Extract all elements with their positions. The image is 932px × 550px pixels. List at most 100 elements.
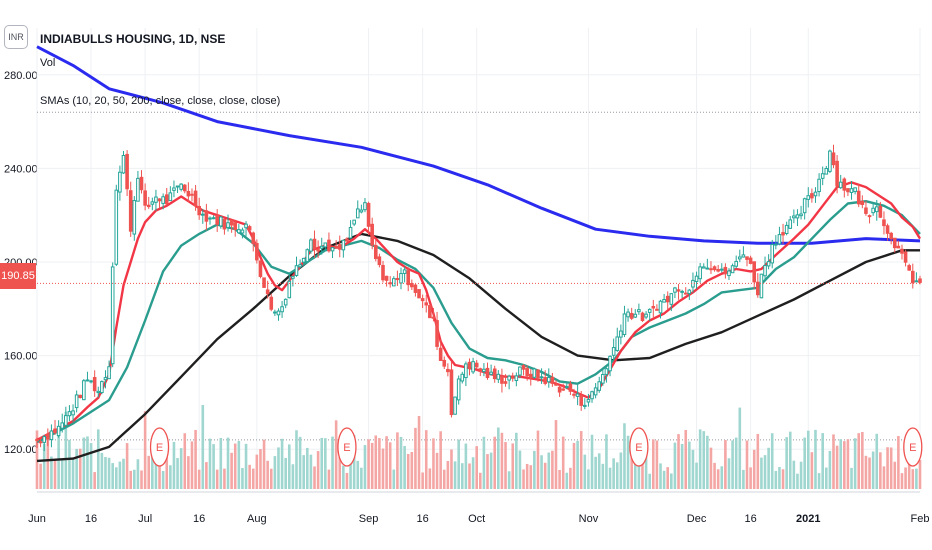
candle-body — [568, 383, 573, 392]
candle-body — [219, 216, 223, 227]
candle-body — [323, 242, 328, 248]
volume-bar — [388, 442, 392, 489]
candle-body — [154, 196, 158, 203]
candle-body — [157, 198, 162, 202]
earnings-marker-label: E — [156, 442, 163, 454]
volume-bar — [536, 430, 540, 489]
volume-bar — [695, 462, 698, 489]
sma-indicator-label[interactable]: SMAs (10, 20, 50, 200, close, close, clo… — [40, 95, 281, 107]
candle-body — [896, 245, 901, 249]
volume-bar — [489, 452, 493, 489]
volume-bar — [680, 443, 684, 489]
volume-bar — [749, 467, 752, 489]
volume-bar — [601, 463, 605, 489]
volume-bar — [673, 442, 677, 489]
volume-bar — [428, 468, 432, 489]
volume-bar — [583, 454, 587, 489]
candle-body — [168, 192, 173, 202]
x-tick-label: Jul — [138, 513, 152, 525]
volume-bar — [832, 434, 835, 489]
candle-body — [352, 219, 356, 225]
x-tick-label: Aug — [247, 513, 267, 525]
volume-bar — [302, 455, 305, 489]
candle-body — [788, 219, 793, 229]
candle-body — [49, 430, 54, 441]
candle-body — [82, 380, 86, 401]
volume-bar — [846, 439, 850, 489]
candle-body — [215, 215, 220, 225]
candle-body — [200, 213, 205, 216]
volume-bar — [655, 440, 659, 489]
volume-bar — [561, 436, 565, 489]
volume-bar — [280, 438, 284, 489]
volume-bar — [572, 442, 576, 489]
candle-body — [838, 181, 843, 189]
volume-bar — [879, 452, 882, 489]
candle-body — [265, 289, 270, 295]
candle-body — [114, 189, 119, 265]
candle-body — [680, 290, 684, 293]
x-tick-label: 16 — [85, 513, 97, 525]
candle-body — [74, 394, 79, 409]
volume-bar — [763, 455, 767, 489]
candle-body — [179, 183, 183, 190]
volume-bar — [608, 467, 612, 489]
volume-bar — [68, 439, 71, 489]
volume-bar — [543, 462, 547, 489]
volume-bar — [897, 436, 900, 489]
volume-bar — [421, 472, 424, 489]
candle-body — [453, 396, 457, 415]
candle-body — [373, 244, 378, 259]
volume-bar — [320, 437, 324, 489]
candle-body — [737, 256, 742, 260]
candle-body — [424, 302, 429, 306]
candle-body — [770, 244, 775, 264]
volume-bar — [298, 436, 302, 489]
volume-bar — [269, 468, 273, 489]
volume-bar — [468, 463, 471, 489]
candle-body — [586, 399, 591, 403]
volume-bar — [114, 467, 118, 489]
volume-bar — [799, 461, 803, 489]
volume-bar — [183, 433, 187, 489]
candle-body — [60, 422, 65, 429]
volume-bar — [201, 405, 205, 489]
volume-bar — [349, 447, 352, 489]
candle-body — [619, 330, 623, 338]
candle-body — [910, 270, 915, 284]
volume-bar — [626, 435, 630, 489]
volume-bar — [424, 430, 428, 489]
candle-body — [410, 283, 414, 288]
candle-body — [38, 441, 43, 444]
candle-body — [871, 207, 875, 214]
candle-body — [655, 308, 659, 311]
candle-body — [420, 298, 425, 302]
candle-body — [885, 225, 890, 234]
volume-bar — [875, 433, 879, 489]
currency-badge[interactable]: INR — [4, 25, 28, 49]
volume-bar — [342, 465, 345, 489]
volume-bar — [82, 437, 86, 489]
candle-body — [727, 270, 731, 277]
volume-bar — [89, 443, 93, 489]
candle-body — [565, 386, 569, 389]
candle-body — [842, 178, 847, 191]
volume-bar — [803, 437, 806, 489]
volume-bar — [219, 438, 223, 489]
candle-body — [849, 188, 854, 193]
volume-bar — [122, 458, 125, 489]
volume-bar — [309, 454, 313, 489]
volume-bar — [569, 467, 572, 489]
volume-bar — [118, 461, 122, 489]
candle-body — [716, 269, 720, 272]
candle-body — [402, 269, 407, 274]
volume-bar — [331, 436, 334, 489]
volume-bar — [60, 459, 64, 489]
volume-indicator-label[interactable]: Vol — [40, 57, 56, 69]
volume-bar — [403, 445, 406, 489]
volume-bar — [262, 439, 266, 489]
candle-body — [110, 266, 115, 365]
volume-bar — [345, 472, 349, 489]
candle-body — [406, 270, 411, 286]
